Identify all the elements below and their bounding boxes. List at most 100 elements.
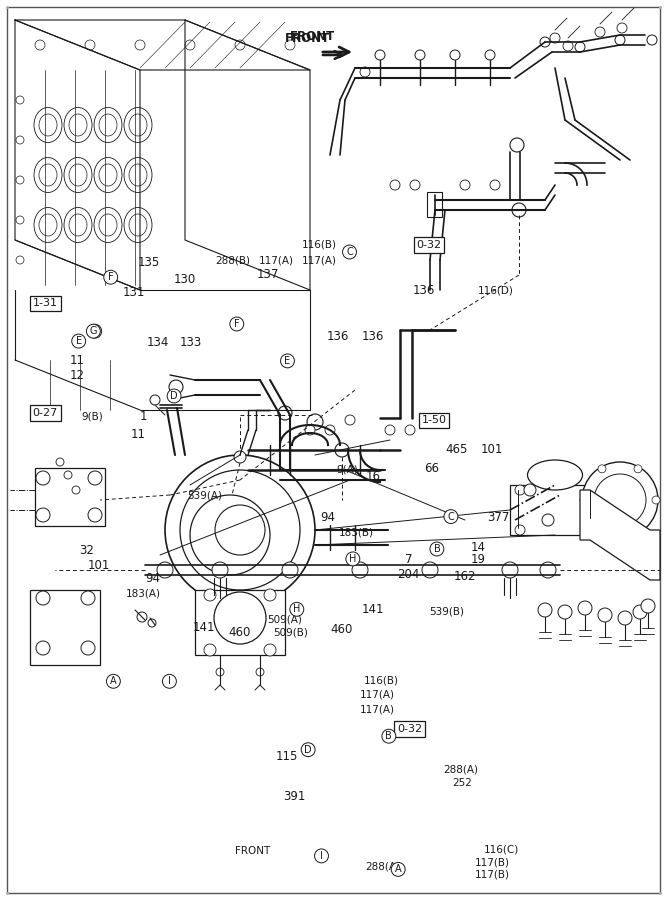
Text: 117(B): 117(B): [475, 869, 510, 880]
Circle shape: [72, 486, 80, 494]
Circle shape: [598, 464, 606, 473]
Circle shape: [542, 514, 554, 526]
Circle shape: [415, 50, 425, 60]
Text: 460: 460: [330, 623, 353, 635]
Text: 391: 391: [283, 790, 306, 803]
Circle shape: [36, 591, 50, 605]
Text: 288(A): 288(A): [365, 861, 400, 872]
Circle shape: [524, 484, 536, 496]
Circle shape: [305, 425, 315, 435]
Text: 509(B): 509(B): [273, 627, 308, 638]
Text: 7: 7: [405, 554, 412, 566]
Ellipse shape: [528, 460, 582, 490]
Text: 1-31: 1-31: [33, 298, 58, 309]
Text: 117(A): 117(A): [301, 255, 336, 266]
Text: 183(B): 183(B): [339, 527, 374, 538]
Circle shape: [502, 562, 518, 578]
Text: A: A: [110, 676, 117, 687]
Circle shape: [35, 40, 45, 50]
Circle shape: [360, 67, 370, 77]
Text: FRONT: FRONT: [290, 30, 336, 42]
Text: 162: 162: [454, 570, 476, 582]
Circle shape: [148, 619, 156, 627]
Text: 136: 136: [327, 330, 350, 343]
Circle shape: [450, 50, 460, 60]
Text: 0-27: 0-27: [33, 408, 58, 418]
Text: F: F: [234, 319, 239, 329]
Circle shape: [216, 668, 224, 676]
Text: 539(B): 539(B): [429, 606, 464, 616]
Circle shape: [190, 495, 270, 575]
Circle shape: [575, 42, 585, 52]
Bar: [30, 590, 100, 665]
Text: 204: 204: [398, 568, 420, 580]
Bar: [427, 192, 442, 217]
Circle shape: [64, 471, 72, 479]
Text: 288(B): 288(B): [215, 255, 249, 266]
Circle shape: [264, 589, 276, 601]
Circle shape: [618, 611, 632, 625]
Circle shape: [515, 485, 525, 495]
Text: 116(B): 116(B): [364, 675, 399, 686]
Text: 1-50: 1-50: [422, 415, 447, 426]
Circle shape: [335, 443, 349, 457]
Text: D: D: [304, 744, 312, 755]
Circle shape: [558, 605, 572, 619]
Circle shape: [16, 176, 24, 184]
Text: I: I: [320, 850, 323, 861]
Text: 288(A): 288(A): [443, 764, 478, 775]
Text: 11: 11: [131, 428, 145, 441]
Circle shape: [634, 464, 642, 473]
Circle shape: [485, 50, 495, 60]
Circle shape: [16, 136, 24, 144]
Text: H: H: [349, 554, 357, 564]
Circle shape: [615, 35, 625, 45]
Circle shape: [282, 562, 298, 578]
Circle shape: [234, 451, 246, 463]
Text: 252: 252: [452, 778, 472, 788]
Circle shape: [137, 612, 147, 622]
Circle shape: [410, 180, 420, 190]
Text: 141: 141: [362, 603, 384, 616]
Circle shape: [385, 425, 395, 435]
Text: A: A: [395, 864, 402, 875]
Circle shape: [515, 525, 525, 535]
Text: 117(A): 117(A): [360, 704, 395, 715]
Text: H: H: [293, 604, 301, 615]
Circle shape: [595, 27, 605, 37]
Circle shape: [215, 505, 265, 555]
Circle shape: [352, 562, 368, 578]
Circle shape: [16, 256, 24, 264]
Circle shape: [633, 605, 647, 619]
Text: 9(B): 9(B): [81, 411, 103, 422]
Text: 135: 135: [137, 256, 159, 269]
Circle shape: [212, 562, 228, 578]
Text: 460: 460: [228, 626, 251, 639]
Text: G: G: [89, 326, 97, 337]
Text: 116(D): 116(D): [478, 285, 514, 296]
Text: 539(A): 539(A): [187, 491, 221, 501]
Bar: [510, 485, 600, 535]
Text: 131: 131: [123, 286, 145, 299]
Circle shape: [88, 508, 102, 522]
Circle shape: [56, 458, 64, 466]
Circle shape: [563, 41, 573, 51]
Text: 136: 136: [412, 284, 435, 297]
Text: 136: 136: [362, 330, 384, 343]
Circle shape: [345, 415, 355, 425]
Text: FRONT: FRONT: [285, 32, 330, 44]
Circle shape: [214, 592, 266, 644]
Text: D: D: [170, 391, 178, 401]
Text: 183(A): 183(A): [125, 588, 160, 598]
Circle shape: [390, 180, 400, 190]
Bar: [195, 590, 285, 655]
Circle shape: [460, 180, 470, 190]
Circle shape: [204, 644, 216, 656]
Circle shape: [580, 496, 588, 504]
Circle shape: [375, 50, 385, 60]
Circle shape: [510, 138, 524, 152]
Circle shape: [540, 37, 550, 47]
Text: 465: 465: [446, 443, 468, 455]
Circle shape: [256, 668, 264, 676]
Text: 116(C): 116(C): [484, 844, 520, 855]
